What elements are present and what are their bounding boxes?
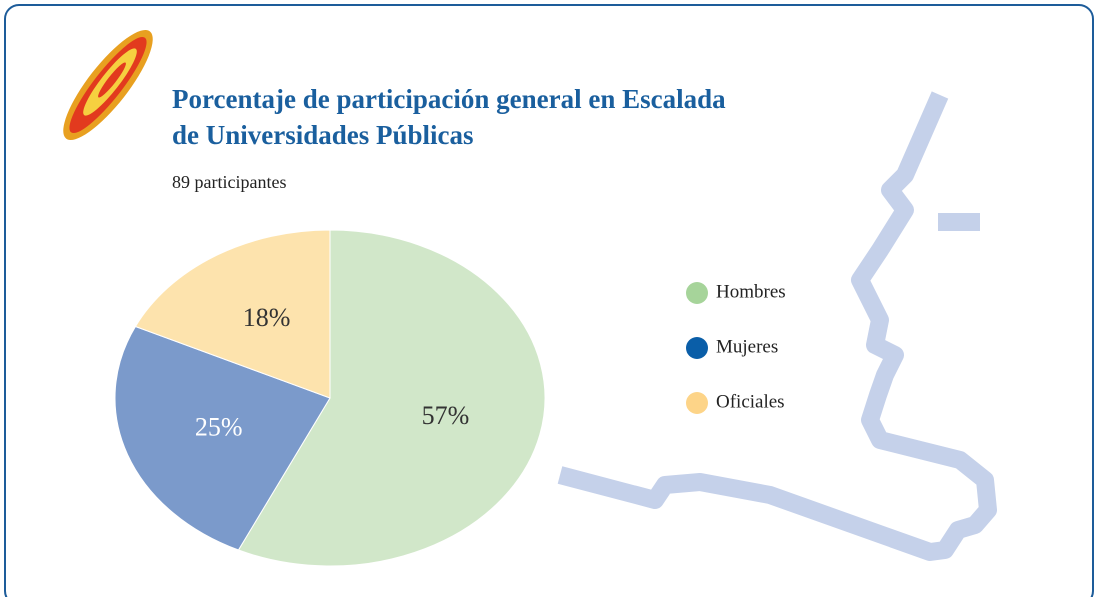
legend-swatch [686, 392, 708, 414]
chart-title: de Universidades Públicas [172, 120, 474, 150]
chart-subtitle: 89 participantes [172, 172, 286, 192]
chart: Porcentaje de participación general en E… [0, 0, 1098, 597]
legend-swatch [686, 282, 708, 304]
chart-title: Porcentaje de participación general en E… [172, 84, 726, 114]
legend-label: Hombres [716, 281, 786, 302]
legend-label: Oficiales [716, 391, 785, 412]
legend-swatch [686, 337, 708, 359]
slice-label: 18% [243, 303, 291, 332]
slice-label: 25% [195, 412, 243, 441]
slice-label: 57% [422, 401, 470, 430]
legend-label: Mujeres [716, 336, 778, 357]
